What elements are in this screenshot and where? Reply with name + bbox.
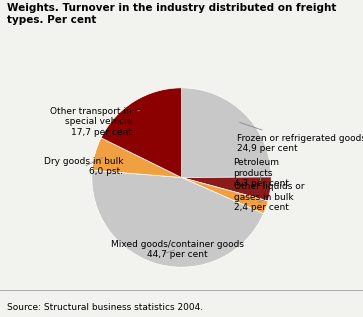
Text: Dry goods in bulk
6,0 pst.: Dry goods in bulk 6,0 pst.: [44, 157, 123, 177]
Text: Other liquids or
gases in bulk
2,4 per cent: Other liquids or gases in bulk 2,4 per c…: [233, 182, 304, 212]
Wedge shape: [182, 88, 271, 178]
Wedge shape: [182, 178, 268, 214]
Wedge shape: [92, 138, 182, 178]
Text: Petroleum
products
4,3 per cent: Petroleum products 4,3 per cent: [233, 158, 289, 188]
Text: Source: Structural business statistics 2004.: Source: Structural business statistics 2…: [7, 303, 203, 312]
Wedge shape: [92, 170, 264, 267]
Wedge shape: [101, 88, 182, 178]
Text: Frozen or refrigerated goods
24,9 per cent: Frozen or refrigerated goods 24,9 per ce…: [237, 122, 363, 153]
Wedge shape: [182, 177, 271, 201]
Text: Other transport in
special vehicle
17,7 per cent: Other transport in special vehicle 17,7 …: [50, 107, 140, 137]
Text: Mixed goods/container goods
44,7 per cent: Mixed goods/container goods 44,7 per cen…: [110, 240, 244, 259]
Text: Weights. Turnover in the industry distributed on freight
types. Per cent: Weights. Turnover in the industry distri…: [7, 3, 337, 25]
